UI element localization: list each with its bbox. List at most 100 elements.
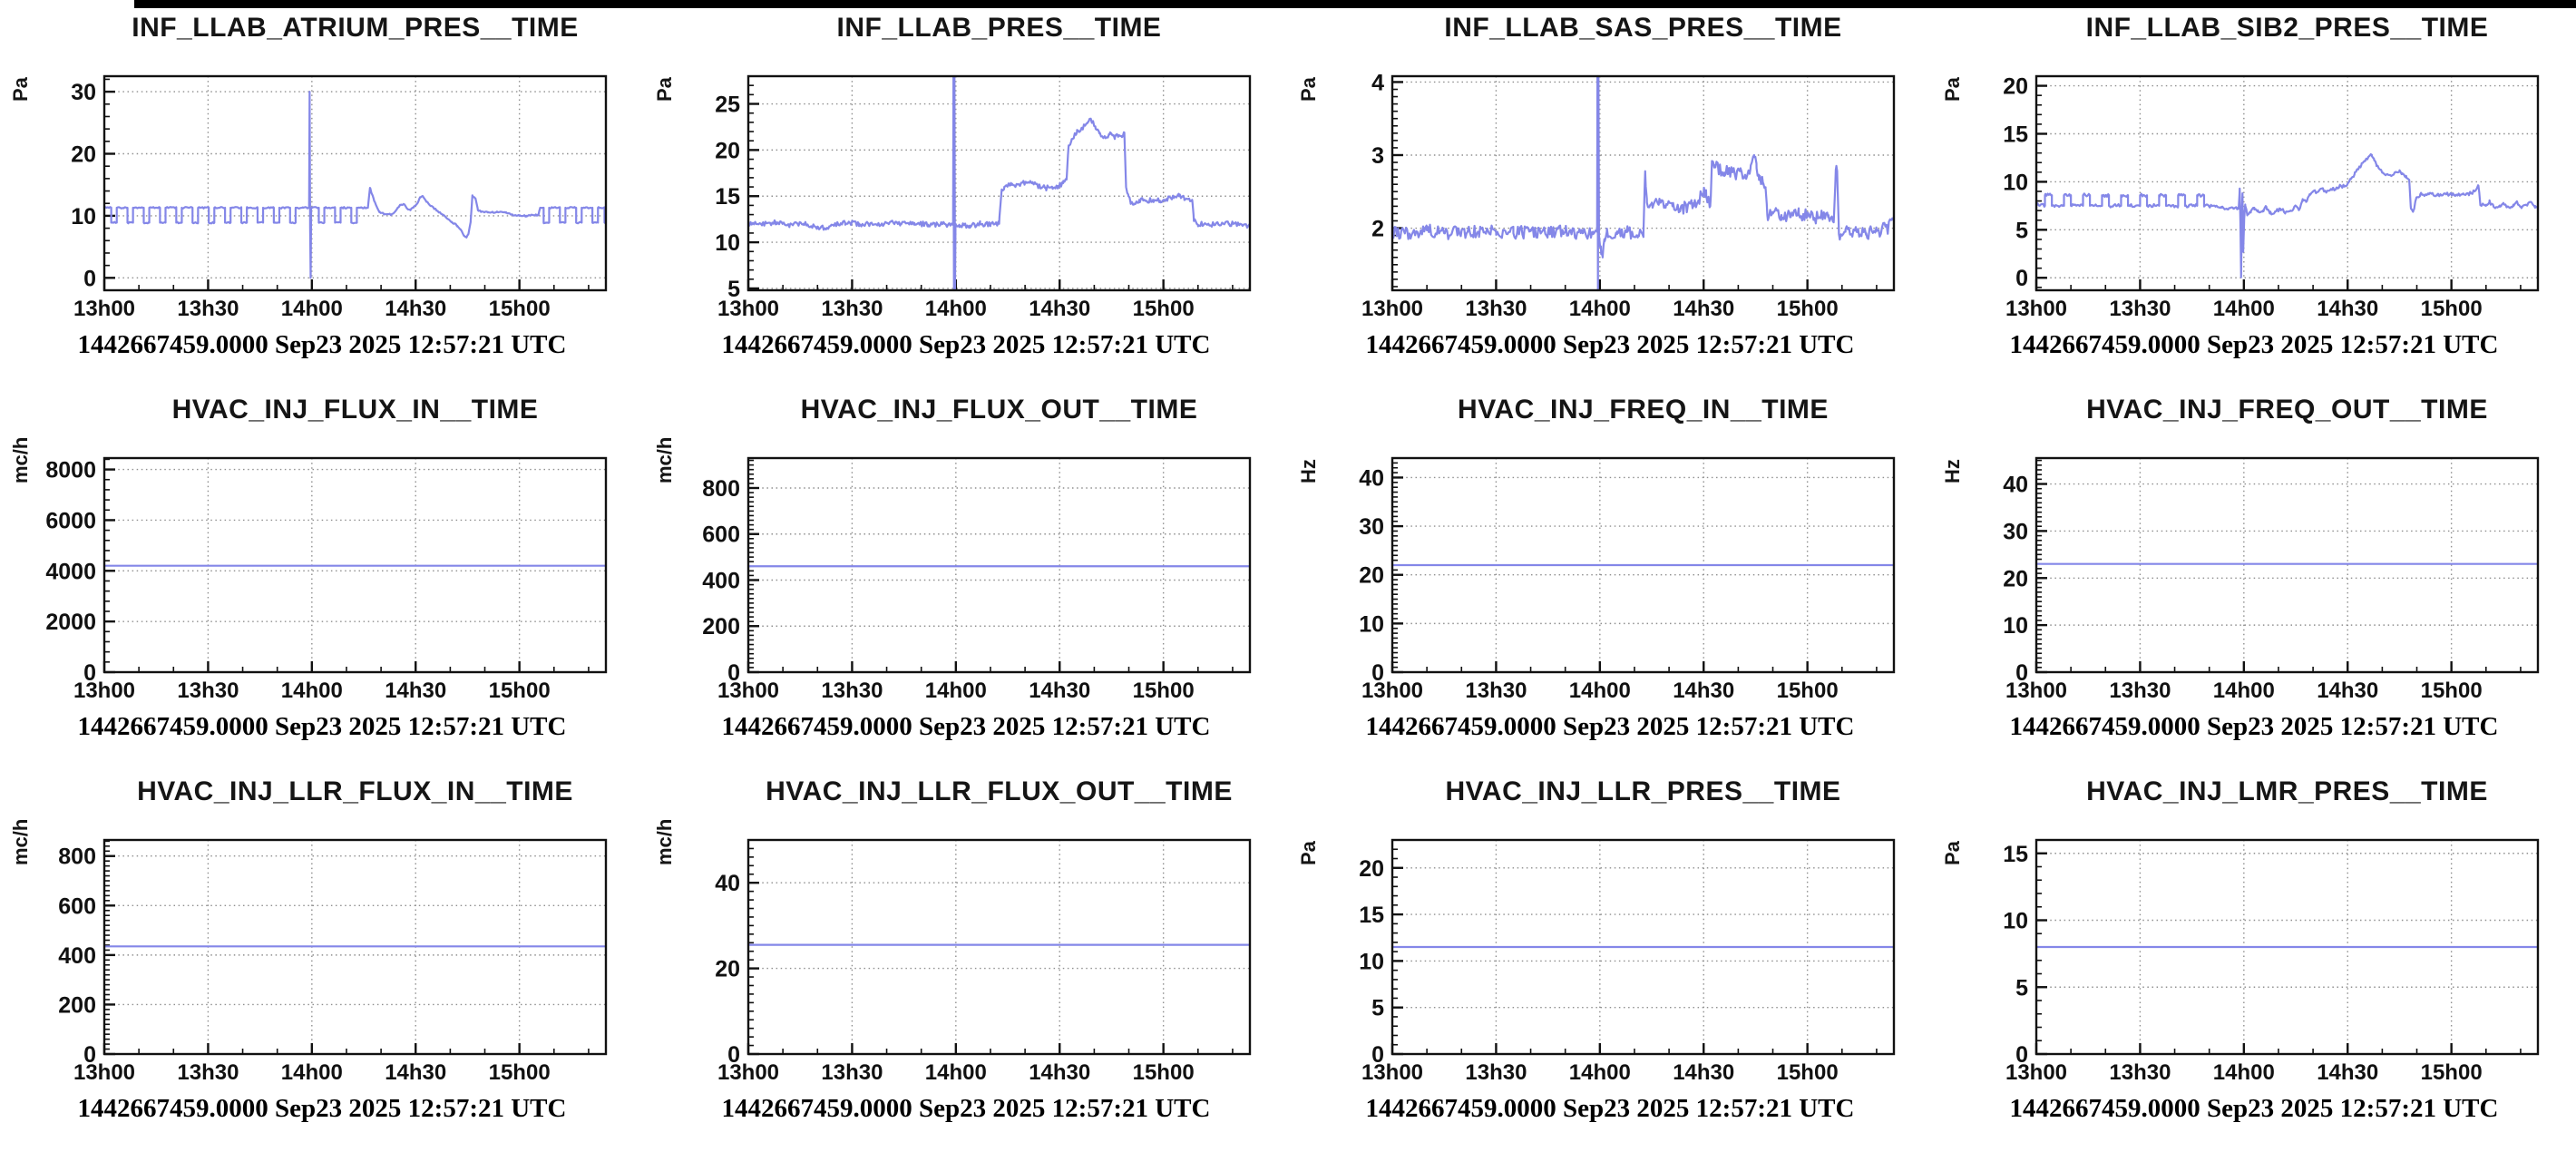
svg-text:14h00: 14h00 — [1569, 679, 1631, 703]
timestamp: 1442667459.0000 Sep23 2025 12:57:21 UTC — [1365, 1094, 1855, 1123]
y-axis-unit-label: mc/h — [9, 818, 32, 865]
plot-panel: 13h00 13h30 14h00 14h30 15h00 0 10 20 30 40 HVAC_… — [1932, 393, 2576, 770]
svg-text:0: 0 — [1371, 1042, 1384, 1068]
svg-text:200: 200 — [702, 614, 740, 639]
svg-text:14h00: 14h00 — [281, 297, 343, 321]
svg-text:13h00: 13h00 — [2005, 679, 2067, 703]
svg-text:0: 0 — [1371, 660, 1384, 686]
svg-text:13h30: 13h30 — [821, 1060, 883, 1085]
svg-text:13h30: 13h30 — [177, 1060, 239, 1085]
svg-text:0: 0 — [2015, 266, 2028, 291]
svg-text:2: 2 — [1371, 217, 1384, 242]
svg-text:40: 40 — [715, 871, 740, 896]
svg-text:14h00: 14h00 — [925, 679, 987, 703]
svg-text:14h00: 14h00 — [2213, 297, 2275, 321]
y-axis-unit-label: Pa — [1297, 841, 1320, 865]
plot-title: HVAC_INJ_LLR_PRES__TIME — [1445, 776, 1841, 806]
svg-text:15h00: 15h00 — [489, 679, 551, 703]
svg-text:20: 20 — [1359, 856, 1384, 882]
svg-text:13h30: 13h30 — [2109, 1060, 2171, 1085]
svg-text:0: 0 — [2015, 660, 2028, 686]
plot-canvas: 13h00 13h30 14h00 14h30 15h00 0 5 10 15 — [2003, 838, 2540, 1085]
svg-text:14h00: 14h00 — [2213, 1060, 2275, 1085]
plot-panel: 13h00 13h30 14h00 14h30 15h00 5 10 15 20 25 INF_L… — [644, 11, 1288, 388]
plot-panel: 13h00 13h30 14h00 14h30 15h00 0 10 20 30 INF_LLA… — [0, 11, 644, 388]
plot-title: HVAC_INJ_LMR_PRES__TIME — [2086, 776, 2488, 806]
svg-text:15h00: 15h00 — [1777, 297, 1839, 321]
svg-text:15h00: 15h00 — [489, 297, 551, 321]
svg-text:6000: 6000 — [45, 508, 96, 533]
svg-text:0: 0 — [2015, 1042, 2028, 1068]
svg-text:30: 30 — [2003, 519, 2028, 544]
plot-title: INF_LLAB_SIB2_PRES__TIME — [2085, 13, 2489, 43]
svg-text:13h00: 13h00 — [73, 1060, 135, 1085]
svg-text:5: 5 — [2015, 975, 2028, 1001]
svg-text:13h00: 13h00 — [717, 297, 779, 321]
svg-text:15h00: 15h00 — [2421, 679, 2483, 703]
y-axis-unit-label: Pa — [1297, 77, 1320, 102]
svg-text:14h30: 14h30 — [385, 679, 446, 703]
svg-text:0: 0 — [83, 266, 96, 291]
svg-text:30: 30 — [1359, 514, 1384, 540]
svg-text:13h00: 13h00 — [73, 297, 135, 321]
svg-text:14h30: 14h30 — [2317, 297, 2378, 321]
svg-text:600: 600 — [58, 893, 96, 919]
svg-text:15: 15 — [2003, 842, 2028, 867]
plot-canvas: 13h00 13h30 14h00 14h30 15h00 0 5 10 15 20 — [1359, 838, 1896, 1085]
plot-title: HVAC_INJ_FREQ_OUT__TIME — [2086, 395, 2488, 425]
svg-text:14h00: 14h00 — [1569, 1060, 1631, 1085]
svg-text:4: 4 — [1371, 70, 1384, 95]
svg-text:15h00: 15h00 — [1777, 1060, 1839, 1085]
svg-text:20: 20 — [1359, 563, 1384, 589]
svg-text:14h00: 14h00 — [1569, 297, 1631, 321]
svg-text:5: 5 — [2015, 218, 2028, 243]
svg-text:800: 800 — [702, 476, 740, 502]
svg-text:30: 30 — [71, 80, 96, 105]
plot-canvas: 13h00 13h30 14h00 14h30 15h00 5 10 15 20 25 — [715, 74, 1252, 321]
svg-text:13h30: 13h30 — [2109, 297, 2171, 321]
svg-text:400: 400 — [702, 568, 740, 593]
svg-text:14h30: 14h30 — [2317, 1060, 2378, 1085]
svg-text:13h30: 13h30 — [177, 297, 239, 321]
timestamp: 1442667459.0000 Sep23 2025 12:57:21 UTC — [2009, 1094, 2499, 1123]
plot-panel: 13h00 13h30 14h00 14h30 15h00 0 5 10 15 HVAC_INJ… — [1932, 775, 2576, 1152]
svg-text:10: 10 — [2003, 170, 2028, 195]
plot-title: HVAC_INJ_LLR_FLUX_IN__TIME — [137, 776, 573, 806]
plot-panel: 13h00 13h30 14h00 14h30 15h00 0 200 400 600 800 H… — [644, 393, 1288, 770]
svg-text:13h30: 13h30 — [1465, 297, 1527, 321]
svg-text:0: 0 — [727, 1042, 740, 1068]
plot-canvas: 13h00 13h30 14h00 14h30 15h00 0 10 20 30 40 — [1359, 456, 1896, 703]
svg-text:20: 20 — [71, 142, 96, 168]
svg-text:10: 10 — [1359, 949, 1384, 974]
timestamp: 1442667459.0000 Sep23 2025 12:57:21 UTC — [721, 1094, 1211, 1123]
svg-text:13h00: 13h00 — [717, 679, 779, 703]
svg-text:5: 5 — [1371, 996, 1384, 1021]
timestamp: 1442667459.0000 Sep23 2025 12:57:21 UTC — [1365, 330, 1855, 359]
plot-canvas: 13h00 13h30 14h00 14h30 15h00 0 10 20 30 40 — [2003, 456, 2540, 703]
plot-title: HVAC_INJ_FREQ_IN__TIME — [1458, 395, 1829, 425]
svg-text:20: 20 — [2003, 566, 2028, 591]
svg-text:13h30: 13h30 — [1465, 1060, 1527, 1085]
svg-text:13h00: 13h00 — [73, 679, 135, 703]
timestamp: 1442667459.0000 Sep23 2025 12:57:21 UTC — [77, 1094, 567, 1123]
svg-text:14h30: 14h30 — [1673, 679, 1734, 703]
svg-text:600: 600 — [702, 522, 740, 548]
timestamp: 1442667459.0000 Sep23 2025 12:57:21 UTC — [1365, 712, 1855, 741]
svg-text:25: 25 — [715, 93, 740, 118]
svg-text:0: 0 — [727, 660, 740, 686]
timestamp: 1442667459.0000 Sep23 2025 12:57:21 UTC — [721, 712, 1211, 741]
plot-panel: 13h00 13h30 14h00 14h30 15h00 0 5 10 15 20 HVAC_I… — [1288, 775, 1932, 1152]
svg-text:13h00: 13h00 — [2005, 297, 2067, 321]
svg-text:14h00: 14h00 — [925, 297, 987, 321]
plot-panel: 13h00 13h30 14h00 14h30 15h00 0 5 10 15 20 INF_LL… — [1932, 11, 2576, 388]
plot-title: INF_LLAB_ATRIUM_PRES__TIME — [132, 13, 579, 43]
svg-text:15h00: 15h00 — [1133, 679, 1195, 703]
svg-text:10: 10 — [1359, 611, 1384, 637]
plot-panel: 13h00 13h30 14h00 14h30 15h00 0 10 20 30 40 HVAC_… — [1288, 393, 1932, 770]
svg-text:15: 15 — [2003, 122, 2028, 147]
svg-text:0: 0 — [83, 1042, 96, 1068]
svg-text:14h30: 14h30 — [1029, 1060, 1090, 1085]
svg-text:2000: 2000 — [45, 610, 96, 635]
svg-text:13h00: 13h00 — [2005, 1060, 2067, 1085]
